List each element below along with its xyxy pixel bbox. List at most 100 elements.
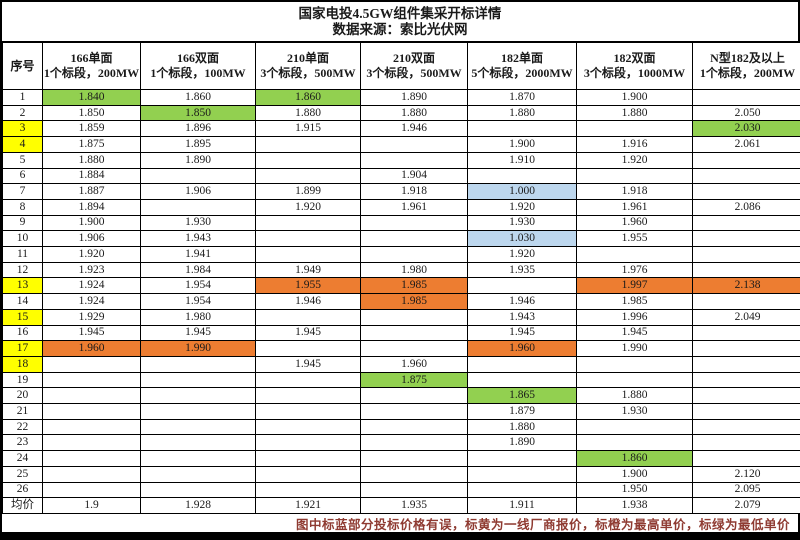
- price-cell: [360, 246, 468, 263]
- price-cell: [467, 371, 577, 389]
- table-row: 8 1.894 1.920 1.961 1.920 1.961 2.086: [2, 198, 800, 216]
- price-cell: [692, 214, 800, 232]
- table-row: 24 1.860: [2, 450, 800, 467]
- price-cell: [42, 450, 141, 467]
- price-cell: [692, 340, 800, 357]
- price-cell: 2.120: [692, 465, 800, 483]
- price-cell: 1.911: [467, 497, 577, 514]
- price-cell: 1.924: [42, 293, 141, 310]
- price-cell: [360, 403, 468, 420]
- price-cell: [255, 167, 361, 185]
- price-cell: [692, 246, 800, 263]
- price-cell: [255, 481, 361, 499]
- table-row: 25 1.900 2.120: [2, 465, 800, 483]
- price-cell: 1.928: [140, 497, 256, 514]
- price-cell: [467, 450, 577, 467]
- header-row: 序号 166单面 1个标段，200MW 166双面 1个标段，100MW 210单面 3个标…: [2, 42, 800, 90]
- price-cell: 1.955: [576, 230, 693, 248]
- price-cell: [360, 465, 468, 483]
- row-index-cell: 4: [2, 136, 43, 153]
- price-cell: [140, 387, 256, 405]
- price-cell: [692, 151, 800, 169]
- table-row: 13 1.924 1.954 1.955 1.985 1.997 2.138: [2, 277, 800, 295]
- table-body: 1 1.840 1.860 1.860 1.890 1.870 1.900 2 1.850 1.8…: [2, 89, 800, 514]
- price-cell: 1.896: [140, 120, 256, 138]
- price-cell: 1.920: [467, 198, 577, 216]
- price-cell: [255, 308, 361, 326]
- column-header: 166双面 1个标段，100MW: [140, 42, 256, 90]
- price-cell: [692, 371, 800, 389]
- price-cell: 1.946: [255, 293, 361, 310]
- price-cell: [255, 465, 361, 483]
- row-index-cell: 12: [2, 261, 43, 279]
- price-cell: 1.930: [140, 214, 256, 232]
- price-cell: [42, 434, 141, 452]
- price-cell: [255, 418, 361, 436]
- table-row: 10 1.906 1.943 1.030 1.955: [2, 230, 800, 248]
- price-cell: 1.920: [42, 246, 141, 263]
- price-cell: 1.880: [42, 151, 141, 169]
- price-cell: 1.945: [467, 324, 577, 342]
- price-cell: 1.945: [576, 324, 693, 342]
- table-row: 14 1.924 1.954 1.946 1.985 1.946 1.985: [2, 293, 800, 310]
- price-cell: [576, 371, 693, 389]
- row-index-cell: 3: [2, 120, 43, 138]
- price-cell: 2.086: [692, 198, 800, 216]
- table-row: 19 1.875: [2, 371, 800, 389]
- price-cell: [692, 324, 800, 342]
- price-cell: [42, 465, 141, 483]
- price-cell: 1.920: [255, 198, 361, 216]
- row-index-cell: 19: [2, 371, 43, 389]
- price-cell: 1.980: [140, 308, 256, 326]
- column-header: 182单面 5个标段，2000MW: [467, 42, 577, 90]
- price-cell: [140, 481, 256, 499]
- row-index-cell: 2: [2, 104, 43, 122]
- price-cell: 1.906: [140, 183, 256, 200]
- price-cell: 1.985: [360, 293, 468, 310]
- table-row: 4 1.875 1.895 1.900 1.916 2.061: [2, 136, 800, 153]
- column-header: 序号: [2, 42, 43, 90]
- price-cell: 1.920: [576, 151, 693, 169]
- price-cell: [576, 418, 693, 436]
- price-cell: 1.929: [42, 308, 141, 326]
- price-cell: 1.880: [467, 418, 577, 436]
- price-cell: 1.875: [360, 371, 468, 389]
- price-cell: 1.9: [42, 497, 141, 514]
- price-cell: 1.915: [255, 120, 361, 138]
- price-cell: 1.918: [576, 183, 693, 200]
- price-cell: [360, 136, 468, 153]
- price-cell: 1.884: [42, 167, 141, 185]
- table-row: 11 1.920 1.941 1.920: [2, 246, 800, 263]
- price-cell: 1.960: [360, 355, 468, 373]
- price-cell: 1.949: [255, 261, 361, 279]
- price-cell: 1.923: [42, 261, 141, 279]
- price-cell: 1.860: [255, 89, 361, 106]
- price-cell: [576, 120, 693, 138]
- price-cell: 1.980: [360, 261, 468, 279]
- price-cell: [692, 418, 800, 436]
- price-cell: [692, 293, 800, 310]
- price-cell: 2.138: [692, 277, 800, 295]
- price-cell: [360, 230, 468, 248]
- price-cell: 2.050: [692, 104, 800, 122]
- price-cell: [692, 450, 800, 467]
- price-cell: 1.946: [360, 120, 468, 138]
- price-cell: [360, 151, 468, 169]
- price-cell: 1.935: [467, 261, 577, 279]
- price-cell: 1.895: [140, 136, 256, 153]
- price-cell: 1.900: [42, 214, 141, 232]
- price-cell: [360, 434, 468, 452]
- price-cell: 1.900: [576, 465, 693, 483]
- table-row: 22 1.880: [2, 418, 800, 436]
- table-row: 15 1.929 1.980 1.943 1.996 2.049: [2, 308, 800, 326]
- price-cell: 1.946: [467, 293, 577, 310]
- price-cell: [255, 434, 361, 452]
- price-cell: 1.870: [467, 89, 577, 106]
- row-index-cell: 17: [2, 340, 43, 357]
- price-cell: 1.879: [467, 403, 577, 420]
- price-cell: 1.954: [140, 277, 256, 295]
- column-header: 210单面 3个标段，500MW: [255, 42, 361, 90]
- row-index-cell: 14: [2, 293, 43, 310]
- price-cell: 1.945: [255, 355, 361, 373]
- price-cell: 2.049: [692, 308, 800, 326]
